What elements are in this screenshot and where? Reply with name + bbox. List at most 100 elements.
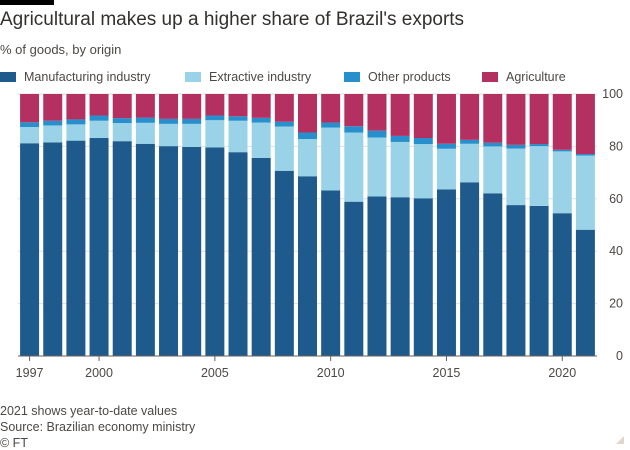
bar-segment-manufacturing-2019 [529, 205, 549, 356]
y-tick-label: 0 [616, 349, 623, 363]
bar-segment-other-2004 [182, 118, 202, 124]
bar-segment-manufacturing-2006 [228, 152, 248, 356]
bar-segment-agriculture-1997 [20, 94, 40, 123]
bar-segment-other-2021 [575, 153, 595, 156]
bar-segment-manufacturing-2008 [274, 170, 294, 356]
legend-label-manufacturing: Manufacturing industry [24, 70, 151, 84]
bar-segment-extractive-2008 [274, 126, 294, 171]
bar-segment-manufacturing-2012 [367, 196, 387, 356]
bar-segment-agriculture-2001 [112, 94, 132, 119]
bar-segment-extractive-2009 [298, 139, 317, 177]
x-tick-label: 2010 [317, 366, 345, 380]
bar-segment-other-2018 [506, 144, 526, 149]
bar-segment-manufacturing-2011 [344, 201, 364, 356]
bar-segment-extractive-1999 [66, 124, 86, 141]
bar-segment-manufacturing-2018 [506, 205, 526, 356]
bar-segment-other-2015 [436, 143, 456, 149]
bar-segment-other-2010 [321, 122, 341, 128]
bar-segment-extractive-2000 [89, 120, 109, 139]
legend-swatch-extractive [185, 72, 201, 82]
legend-swatch-manufacturing [0, 72, 16, 82]
bar-segment-agriculture-2015 [436, 94, 456, 144]
bar-segment-extractive-2016 [460, 143, 480, 183]
bar-segment-extractive-2005 [205, 120, 225, 148]
bar-segment-other-2005 [205, 115, 225, 121]
bar-segment-agriculture-2017 [483, 94, 503, 143]
bar-segment-other-2014 [413, 138, 433, 145]
bar-segment-manufacturing-1998 [43, 142, 63, 356]
bar-segment-extractive-2004 [182, 123, 202, 147]
bar-segment-other-2019 [529, 144, 549, 147]
bar-segment-extractive-2019 [529, 146, 549, 206]
y-tick-label: 20 [609, 297, 623, 311]
bar-segment-agriculture-2014 [413, 94, 433, 139]
legend-label-extractive: Extractive industry [209, 70, 312, 84]
bar-segment-agriculture-2006 [228, 94, 248, 117]
bar-segment-extractive-2003 [159, 123, 179, 147]
chart-title: Agricultural makes up a higher share of … [0, 9, 465, 30]
bar-segment-extractive-2020 [552, 151, 572, 214]
bar-segment-manufacturing-2004 [182, 146, 202, 356]
bar-segment-manufacturing-2000 [89, 138, 109, 356]
bar-segment-other-2007 [251, 117, 271, 123]
bar-segment-agriculture-2020 [552, 94, 572, 150]
bar-segment-manufacturing-2009 [298, 176, 317, 356]
bar-segment-other-2003 [159, 118, 179, 124]
bar-segment-extractive-2007 [251, 122, 271, 158]
bar-segment-manufacturing-2007 [251, 157, 271, 356]
corner-mark [616, 436, 624, 444]
bar-segment-manufacturing-2021 [575, 229, 595, 356]
bar-segment-agriculture-2021 [575, 94, 595, 154]
bar-segment-extractive-2006 [228, 120, 248, 153]
bar-segment-other-2009 [298, 132, 317, 140]
bar-segment-extractive-2021 [575, 155, 595, 230]
bar-segment-manufacturing-2003 [159, 146, 179, 356]
bar-segment-other-2001 [112, 118, 132, 124]
bar-segment-manufacturing-2016 [460, 182, 480, 356]
bar-segment-other-2006 [228, 116, 248, 121]
bar-segment-manufacturing-2014 [413, 198, 433, 356]
y-tick-label: 60 [609, 192, 623, 206]
bar-segment-manufacturing-1999 [66, 140, 86, 356]
bar-segment-manufacturing-2017 [483, 193, 503, 356]
bar-segment-other-1998 [43, 120, 63, 126]
bar-segment-agriculture-2000 [89, 94, 109, 116]
legend-swatch-other [344, 72, 360, 82]
bar-segment-extractive-2002 [135, 122, 155, 144]
stacked-bar-chart: 0 20 40 60 80 100 1997 2000 2005 2010 2015 2020 [16, 87, 623, 380]
bar-segment-agriculture-2004 [182, 94, 202, 119]
y-tick-label: 100 [602, 87, 623, 101]
x-tick-label: 2015 [433, 366, 461, 380]
bar-segment-other-2016 [460, 139, 480, 144]
legend-item-other: Other products [344, 70, 451, 84]
bar-segment-other-1997 [20, 122, 40, 128]
bar-segment-other-2000 [89, 115, 109, 121]
footer-note: 2021 shows year-to-date values [0, 404, 178, 418]
legend-item-manufacturing: Manufacturing industry [0, 70, 150, 84]
bar-segment-agriculture-2019 [529, 94, 549, 145]
y-tick-label: 80 [609, 139, 623, 153]
bar-segment-agriculture-2018 [506, 94, 526, 145]
bar-segment-extractive-2012 [367, 137, 387, 197]
bar-segment-other-2020 [552, 149, 572, 152]
bar-segment-agriculture-2012 [367, 94, 387, 131]
y-tick-label: 40 [609, 244, 623, 258]
bar-segment-manufacturing-2005 [205, 147, 225, 356]
legend-swatch-agriculture [482, 72, 498, 82]
legend-item-agriculture: Agriculture [482, 70, 566, 84]
bar-segment-agriculture-2002 [135, 94, 155, 118]
bar-segment-manufacturing-2010 [321, 190, 341, 356]
bar-segment-agriculture-1998 [43, 94, 63, 121]
footer-credit: © FT [0, 436, 28, 450]
bar-segment-agriculture-2003 [159, 94, 179, 119]
bar-segment-extractive-2014 [413, 144, 433, 199]
bar-segment-agriculture-2005 [205, 94, 225, 116]
chart-legend: Manufacturing industry Extractive indust… [0, 70, 630, 86]
x-tick-label: 2020 [548, 366, 576, 380]
bar-segment-extractive-2001 [112, 123, 132, 142]
bar-segment-other-2002 [135, 117, 155, 123]
bar-segment-extractive-2017 [483, 146, 503, 194]
bar-segment-other-2017 [483, 142, 503, 147]
x-tick-label: 2000 [85, 366, 113, 380]
x-tick-label: 2005 [201, 366, 229, 380]
